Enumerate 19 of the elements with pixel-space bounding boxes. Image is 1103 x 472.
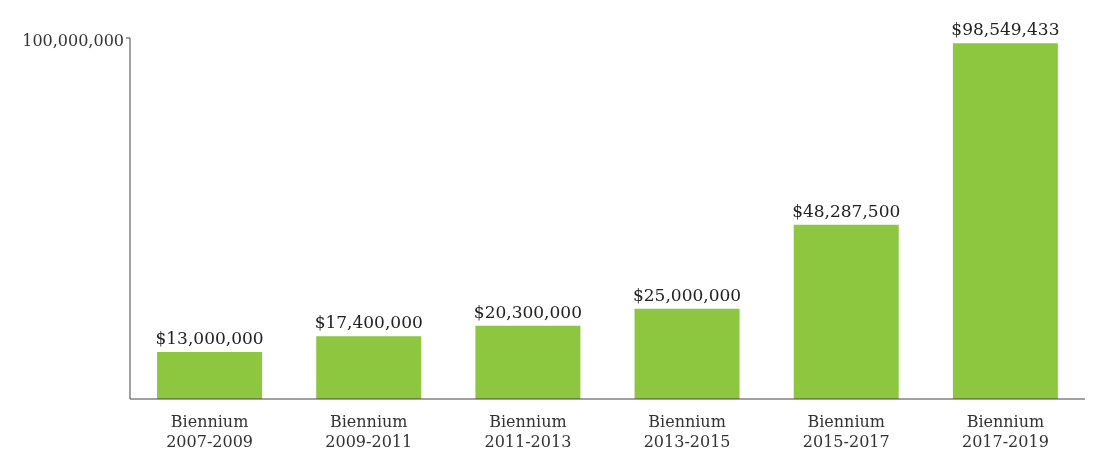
x-tick-label: Biennium 2013-2015 [643,412,731,451]
data-label: $13,000,000 [155,328,264,349]
data-label: $25,000,000 [632,284,742,305]
bar [157,352,263,399]
y-tick-label: 100,000,000 [22,30,124,50]
x-tick-label: Biennium 2015-2017 [802,412,890,451]
data-label: $17,400,000 [314,312,423,333]
bar [316,336,422,399]
bar [634,308,740,399]
bar [793,224,899,399]
x-tick-label: Biennium 2017-2019 [961,412,1049,451]
bar [952,43,1058,399]
x-tick-label: Biennium 2011-2013 [484,412,572,451]
bar [475,325,581,399]
x-tick-label: Biennium 2009-2011 [325,412,413,451]
data-label: $98,549,433 [951,19,1060,40]
x-tick-label: Biennium 2007-2009 [166,412,254,451]
data-label: $20,300,000 [473,301,582,322]
data-label: $48,287,500 [792,200,901,221]
